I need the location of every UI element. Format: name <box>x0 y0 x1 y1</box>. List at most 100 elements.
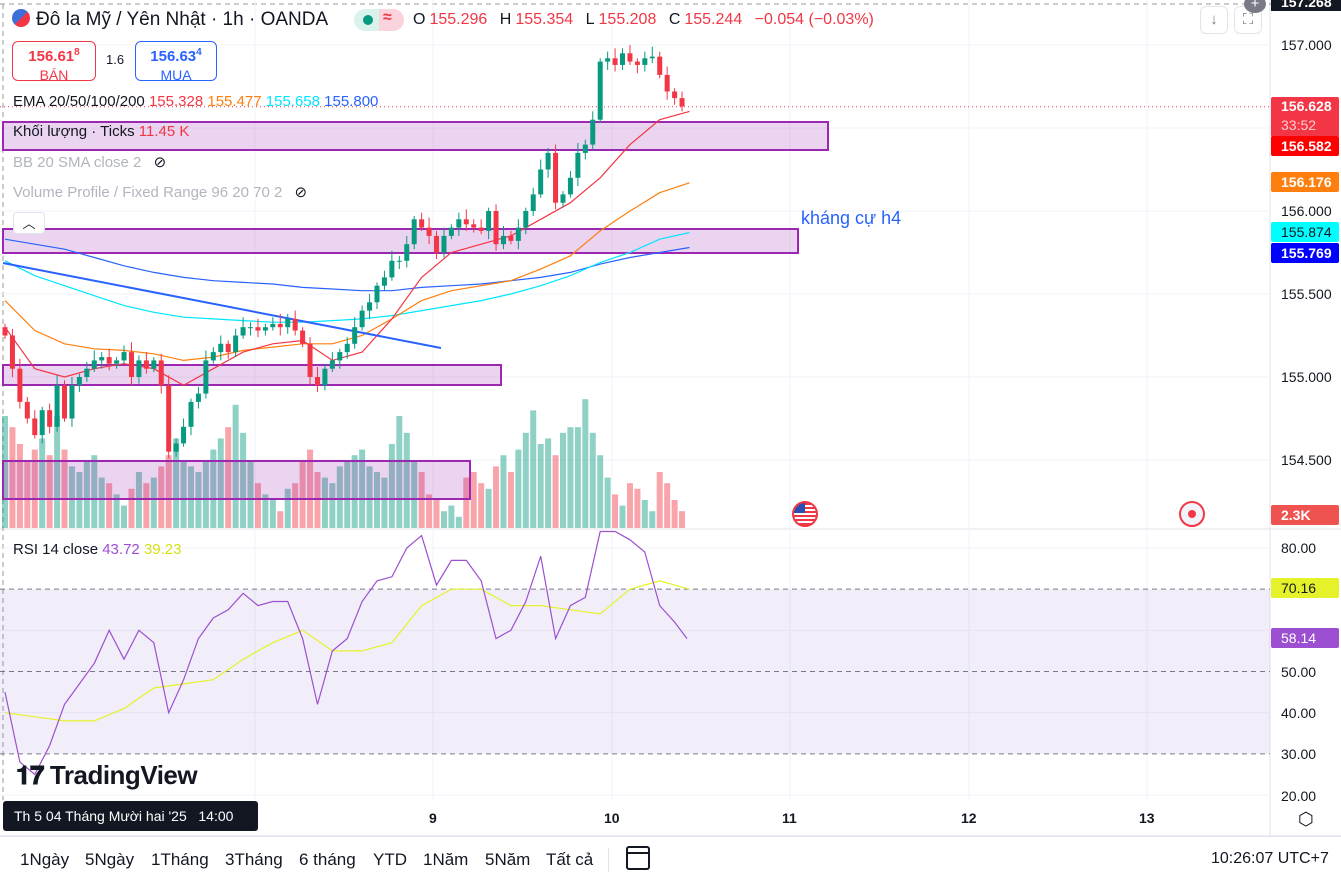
volume-bar <box>299 460 306 528</box>
volume-legend[interactable]: Khối lượng · Ticks 11.45 K <box>13 123 190 140</box>
range-1y-button[interactable]: 1Năm <box>423 850 469 869</box>
candle-body <box>218 343 224 353</box>
candle-body <box>262 327 268 331</box>
range-1m-button[interactable]: 1Tháng <box>151 850 209 869</box>
volume-bar <box>530 410 537 528</box>
resistance-annotation[interactable]: kháng cự h4 <box>801 208 902 228</box>
candle-body <box>404 244 410 261</box>
volume-bar <box>537 444 544 528</box>
candle-body <box>672 91 678 99</box>
toolbar-separator <box>608 848 609 872</box>
candle-body <box>91 360 97 369</box>
bb-legend[interactable]: BB 20 SMA close 2 ⊘ <box>13 154 167 171</box>
rsi-legend[interactable]: RSI 14 close 43.72 39.23 <box>13 541 182 558</box>
hidden-eye-icon[interactable]: ⊘ <box>294 184 308 201</box>
volume-bar <box>240 432 247 528</box>
volume-bar <box>485 488 492 528</box>
add-plus-icon[interactable]: + <box>1244 0 1266 13</box>
ema100-line <box>4 232 690 323</box>
rsi-line <box>4 530 688 776</box>
candle-body <box>493 211 499 245</box>
volume-bar <box>321 477 328 528</box>
candle-body <box>441 235 447 253</box>
volume-bar <box>500 455 507 528</box>
us-jp-flag-icon <box>12 9 30 27</box>
price-tick: 156.000 <box>1281 203 1332 219</box>
market-status-badge[interactable]: ≈ <box>354 9 404 31</box>
volume-bar <box>277 511 284 528</box>
volume-bar <box>426 494 433 528</box>
volume-bar <box>61 449 68 528</box>
live-event-icon[interactable] <box>1179 501 1205 527</box>
volume-bar <box>626 483 633 528</box>
volume-bar <box>671 500 678 528</box>
volume-bar <box>359 449 366 528</box>
rsi-ma-line <box>4 580 690 722</box>
candle-body <box>255 327 261 331</box>
volume-bar <box>664 483 671 528</box>
volume-bar <box>54 416 61 528</box>
volume-profile-legend[interactable]: Volume Profile / Fixed Range 96 20 70 2 … <box>13 184 308 201</box>
symbol-title[interactable]: Đô la Mỹ / Yên Nhật · 1h · OANDA <box>12 9 328 31</box>
candle-body <box>143 360 149 369</box>
range-3m-button[interactable]: 3Tháng <box>225 850 283 869</box>
volume-bar <box>232 404 239 528</box>
scroll-to-latest-button[interactable]: ↓ <box>1200 6 1228 34</box>
volume-bar <box>522 432 529 528</box>
us-economic-event-flag-icon[interactable] <box>792 501 818 527</box>
volume-bar <box>560 432 566 528</box>
volume-bar <box>262 494 269 528</box>
range-ytd-button[interactable]: YTD <box>373 850 407 869</box>
candle-body <box>590 119 596 145</box>
ema200-tag: 155.769 <box>1271 243 1339 263</box>
candle-body <box>367 302 373 311</box>
candle-body <box>605 58 611 62</box>
axis-settings-icon[interactable]: ⬡ <box>1298 809 1314 829</box>
collapse-legend-button[interactable]: ︿ <box>13 212 45 234</box>
last-price-tag: 156.628 33:52 <box>1271 97 1339 137</box>
candle-body <box>664 74 670 92</box>
candle-body <box>114 360 120 364</box>
volume-bar <box>604 477 611 528</box>
volume-bar <box>254 483 261 528</box>
range-5d-button[interactable]: 5Ngày <box>85 850 135 869</box>
volume-bar <box>202 460 209 528</box>
buy-button[interactable]: 156.634 MUA <box>135 41 217 83</box>
volume-bar <box>113 494 120 528</box>
volume-bar <box>165 455 172 528</box>
ema50-line <box>4 182 690 362</box>
candle-body <box>642 58 648 65</box>
volume-bar <box>31 449 38 528</box>
ema-legend[interactable]: EMA 20/50/100/200 155.328 155.477 155.65… <box>13 93 379 110</box>
candle-body <box>426 227 432 236</box>
sell-button[interactable]: 156.618 BÁN <box>12 41 96 83</box>
candle-body <box>47 410 53 427</box>
tradingview-watermark: 𝟏𝟕 TradingView <box>16 760 198 790</box>
volume-bar <box>366 466 373 528</box>
volume-bar <box>16 444 23 528</box>
candle-body <box>627 53 633 62</box>
volume-bar <box>83 460 90 528</box>
candle-body <box>314 377 320 386</box>
volume-bar <box>68 466 75 528</box>
volume-bar <box>336 466 343 528</box>
range-6m-button[interactable]: 6 tháng <box>299 850 356 869</box>
go-to-date-calendar-icon[interactable] <box>626 846 650 870</box>
price-tick: 154.500 <box>1281 452 1332 468</box>
volume-bar <box>545 438 552 528</box>
candle-body <box>582 144 588 153</box>
range-all-button[interactable]: Tất cả <box>546 850 594 869</box>
candle-body <box>69 385 75 419</box>
range-1d-button[interactable]: 1Ngày <box>20 850 70 869</box>
rsi-tag: 58.14 <box>1271 628 1339 648</box>
clock-timezone[interactable]: 10:26:07 UTC+7 <box>1211 850 1329 867</box>
hidden-eye-icon[interactable]: ⊘ <box>153 154 167 171</box>
range-5y-button[interactable]: 5Năm <box>485 850 531 869</box>
volume-bar <box>173 438 180 528</box>
volume-bar <box>597 455 604 528</box>
volume-bar <box>158 466 165 528</box>
arrow-down-icon: ↓ <box>1210 11 1218 28</box>
volume-bar <box>455 516 462 528</box>
candle-body <box>597 61 603 120</box>
